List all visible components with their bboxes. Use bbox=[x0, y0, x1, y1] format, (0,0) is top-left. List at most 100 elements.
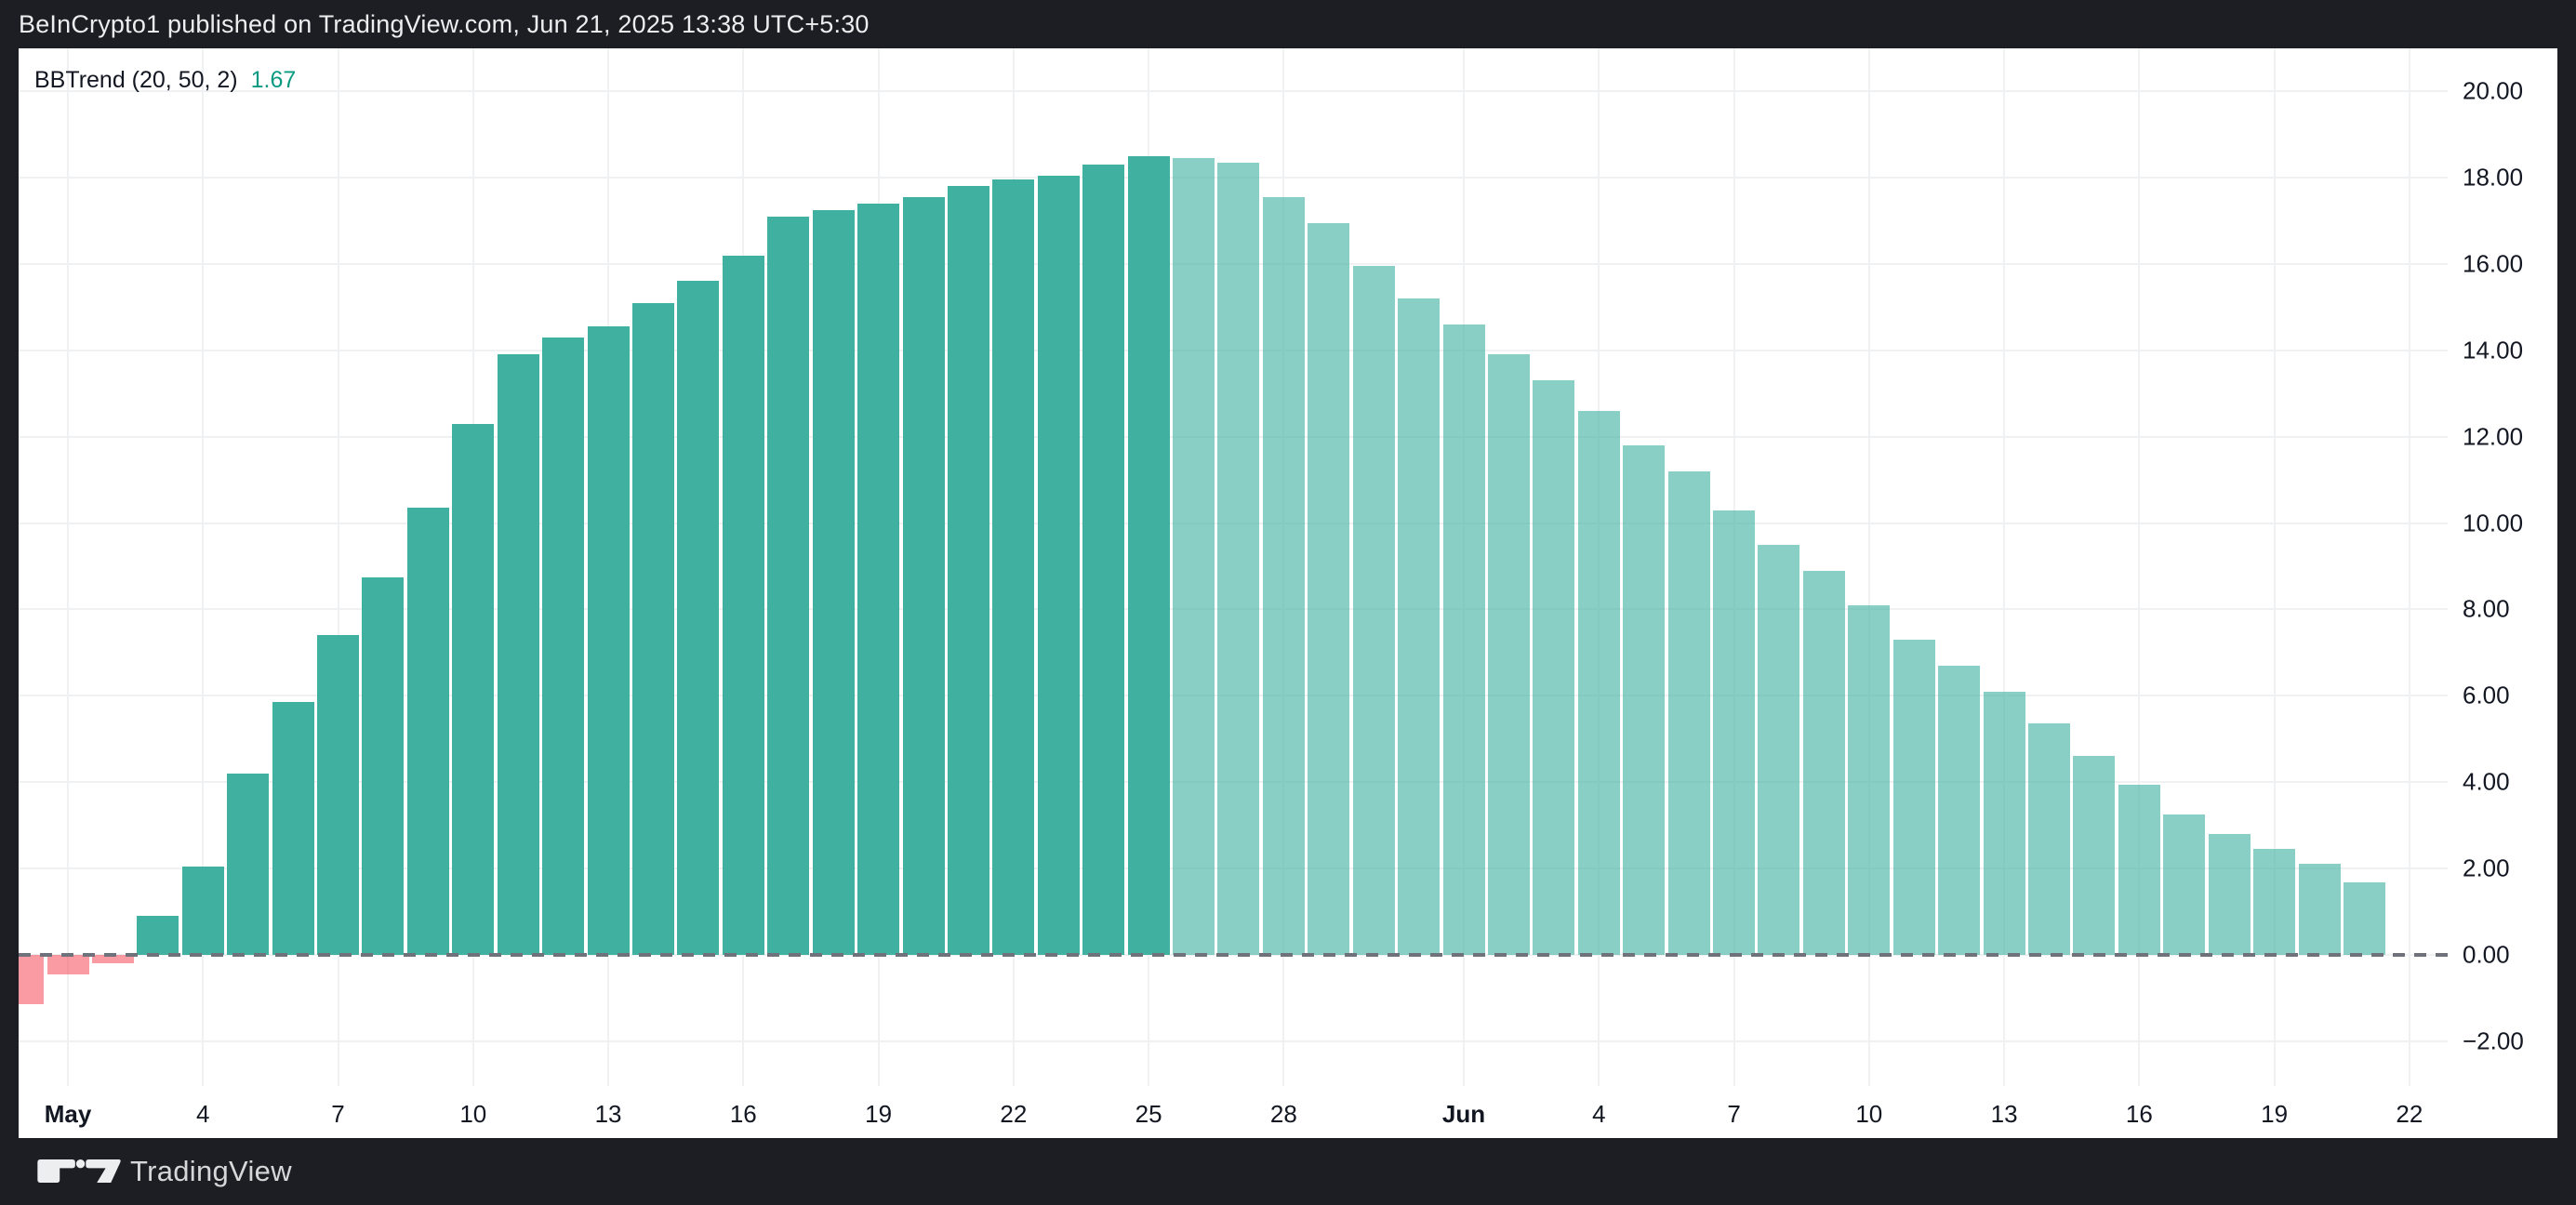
bbtrend-bar[interactable] bbox=[406, 508, 449, 955]
bbtrend-bar[interactable] bbox=[317, 635, 360, 955]
x-tick-label: 28 bbox=[1269, 1100, 1297, 1128]
bbtrend-bar[interactable] bbox=[46, 955, 89, 974]
gridline-vertical bbox=[202, 48, 205, 1086]
gridline-horizontal bbox=[19, 1039, 2448, 1042]
bbtrend-bar[interactable] bbox=[1487, 354, 1530, 955]
bbtrend-bar[interactable] bbox=[1037, 175, 1080, 955]
bbtrend-bar[interactable] bbox=[587, 326, 630, 955]
snapshot-footer: TradingView bbox=[0, 1138, 2576, 1205]
bbtrend-bar[interactable] bbox=[1082, 164, 1125, 955]
x-tick-label: 7 bbox=[1727, 1100, 1741, 1128]
bbtrend-bar[interactable] bbox=[2253, 849, 2296, 955]
bbtrend-bar[interactable] bbox=[1667, 470, 1710, 955]
bbtrend-bar[interactable] bbox=[902, 196, 945, 955]
gridline-vertical bbox=[2003, 48, 2006, 1086]
bbtrend-bar[interactable] bbox=[1533, 380, 1575, 955]
x-tick-label: 10 bbox=[459, 1100, 487, 1128]
bbtrend-bar[interactable] bbox=[631, 302, 674, 955]
x-tick-label: 22 bbox=[2396, 1100, 2423, 1128]
gridline-vertical bbox=[2273, 48, 2276, 1086]
x-tick-label: 19 bbox=[2261, 1100, 2289, 1128]
bbtrend-bar[interactable] bbox=[272, 702, 314, 955]
bbtrend-bar[interactable] bbox=[2343, 882, 2385, 955]
x-tick-label: 19 bbox=[865, 1100, 893, 1128]
bbtrend-bar[interactable] bbox=[19, 955, 45, 1005]
indicator-value: 1.67 bbox=[250, 67, 297, 93]
bbtrend-bar[interactable] bbox=[2208, 833, 2251, 955]
bbtrend-bar[interactable] bbox=[227, 773, 270, 955]
bbtrend-bar[interactable] bbox=[542, 337, 585, 955]
y-tick-label: 4.00 bbox=[2463, 767, 2510, 796]
zero-line bbox=[19, 953, 2448, 957]
y-tick-label: 16.00 bbox=[2463, 249, 2524, 278]
gridline-horizontal bbox=[19, 90, 2448, 92]
y-tick-label: 6.00 bbox=[2463, 681, 2510, 709]
plot-area[interactable] bbox=[19, 48, 2557, 1138]
bbtrend-bar[interactable] bbox=[1983, 691, 2025, 955]
bbtrend-bar[interactable] bbox=[1262, 196, 1305, 955]
bbtrend-bar[interactable] bbox=[137, 916, 179, 955]
x-tick-label: Jun bbox=[1441, 1100, 1486, 1128]
bbtrend-bar[interactable] bbox=[1848, 604, 1891, 955]
y-tick-label: 18.00 bbox=[2463, 163, 2524, 192]
bbtrend-bar[interactable] bbox=[1173, 157, 1215, 955]
chart-panel[interactable]: BBTrend (20, 50, 2) 1.67 20.00 18.00 16.00 1… bbox=[19, 48, 2557, 1138]
tradingview-logo-icon bbox=[37, 1159, 121, 1183]
bbtrend-bar[interactable] bbox=[1623, 444, 1666, 955]
bbtrend-bar[interactable] bbox=[1892, 639, 1935, 955]
gridline-vertical bbox=[67, 48, 70, 1086]
bbtrend-bar[interactable] bbox=[1352, 266, 1395, 955]
y-tick-label: 0.00 bbox=[2463, 940, 2510, 969]
bbtrend-bar[interactable] bbox=[1758, 544, 1800, 955]
bbtrend-bar[interactable] bbox=[947, 186, 989, 955]
bbtrend-bar[interactable] bbox=[2028, 723, 2070, 955]
bbtrend-bar[interactable] bbox=[992, 179, 1035, 955]
bbtrend-bar[interactable] bbox=[857, 203, 900, 955]
tradingview-wordmark: TradingView bbox=[130, 1155, 292, 1187]
bbtrend-bar[interactable] bbox=[362, 576, 405, 955]
bbtrend-bar[interactable] bbox=[1713, 510, 1756, 955]
y-tick-label: 20.00 bbox=[2463, 76, 2524, 105]
bbtrend-bar[interactable] bbox=[452, 423, 495, 955]
bbtrend-bar[interactable] bbox=[1442, 324, 1485, 955]
bbtrend-bar[interactable] bbox=[181, 866, 224, 955]
x-tick-label: 4 bbox=[196, 1100, 210, 1128]
y-tick-label: −2.00 bbox=[2463, 1026, 2524, 1055]
x-tick-label: 4 bbox=[1592, 1100, 1606, 1128]
y-tick-label: 10.00 bbox=[2463, 509, 2524, 536]
bbtrend-bar[interactable] bbox=[767, 216, 810, 955]
bbtrend-bar[interactable] bbox=[91, 955, 134, 964]
bbtrend-bar[interactable] bbox=[1802, 570, 1845, 955]
y-tick-label: 12.00 bbox=[2463, 422, 2524, 451]
bbtrend-bar[interactable] bbox=[722, 255, 764, 955]
x-tick-label: 22 bbox=[1000, 1100, 1028, 1128]
bbtrend-bar[interactable] bbox=[1308, 222, 1350, 955]
snapshot-attribution: BeInCrypto1 published on TradingView.com… bbox=[19, 9, 870, 38]
indicator-legend[interactable]: BBTrend (20, 50, 2) 1.67 bbox=[34, 67, 296, 94]
bbtrend-bar[interactable] bbox=[677, 281, 720, 955]
y-tick-label: 8.00 bbox=[2463, 594, 2510, 623]
bbtrend-bar[interactable] bbox=[812, 209, 855, 955]
bbtrend-bar[interactable] bbox=[2298, 864, 2341, 955]
bbtrend-bar[interactable] bbox=[2118, 784, 2160, 955]
snapshot-header: BeInCrypto1 published on TradingView.com… bbox=[0, 0, 2576, 48]
indicator-title: BBTrend (20, 50, 2) bbox=[34, 67, 238, 93]
bbtrend-bar[interactable] bbox=[1217, 162, 1260, 955]
x-tick-label: 16 bbox=[2125, 1100, 2153, 1128]
x-tick-label: 13 bbox=[594, 1100, 622, 1128]
bbtrend-bar[interactable] bbox=[2073, 756, 2116, 955]
bbtrend-bar[interactable] bbox=[1398, 298, 1441, 955]
x-tick-label: 7 bbox=[331, 1100, 345, 1128]
x-tick-label: 10 bbox=[1855, 1100, 1883, 1128]
bbtrend-bar[interactable] bbox=[1938, 665, 1981, 955]
bbtrend-bar[interactable] bbox=[1127, 155, 1170, 955]
y-tick-label: 2.00 bbox=[2463, 854, 2510, 882]
bbtrend-bar[interactable] bbox=[2163, 814, 2206, 955]
x-tick-label: 13 bbox=[1990, 1100, 2018, 1128]
bbtrend-bar[interactable] bbox=[497, 354, 539, 955]
bbtrend-bar[interactable] bbox=[1577, 410, 1620, 955]
x-tick-label: 16 bbox=[729, 1100, 757, 1128]
x-tick-label: May bbox=[44, 1100, 92, 1128]
y-tick-label: 14.00 bbox=[2463, 336, 2524, 364]
x-tick-label: 25 bbox=[1135, 1100, 1162, 1128]
